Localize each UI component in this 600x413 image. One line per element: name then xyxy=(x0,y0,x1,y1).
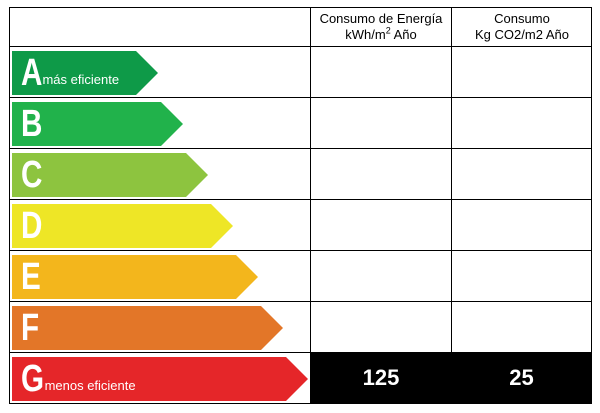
row-divider xyxy=(9,97,592,98)
header-energy: Consumo de Energía kWh/m2 Año xyxy=(311,8,451,46)
rating-label: menos eficiente xyxy=(44,377,136,393)
energy-value: 125 xyxy=(311,353,451,403)
rating-letter: E xyxy=(21,256,41,298)
row-divider xyxy=(9,148,592,149)
rating-letter: G xyxy=(21,358,45,400)
column-divider xyxy=(451,7,452,404)
row-divider xyxy=(9,250,592,251)
header-energy-unit: kWh/m2 Año xyxy=(345,25,417,42)
rating-arrow-c: C xyxy=(12,153,208,197)
rating-arrow-d: D xyxy=(12,204,233,248)
rating-letter: C xyxy=(21,154,43,196)
row-divider xyxy=(9,301,592,302)
rating-label: más eficiente xyxy=(42,71,120,87)
rating-arrow-e: E xyxy=(12,255,258,299)
row-divider xyxy=(9,46,592,47)
header-co2: Consumo Kg CO2/m2 Año xyxy=(452,8,592,46)
row-divider xyxy=(9,352,592,353)
co2-value: 25 xyxy=(452,353,591,403)
header-energy-line1: Consumo de Energía xyxy=(319,11,443,26)
rating-arrow-b: B xyxy=(12,102,183,146)
rating-letter: F xyxy=(21,307,40,349)
header-co2-unit: Kg CO2/m2 Año xyxy=(475,27,569,42)
row-divider xyxy=(9,199,592,200)
header-co2-line1: Consumo xyxy=(494,11,550,26)
rating-letter: A xyxy=(21,52,43,94)
rating-letter: D xyxy=(21,205,43,247)
certificate-table xyxy=(9,7,592,404)
rating-arrow-f: F xyxy=(12,306,283,350)
column-divider xyxy=(310,7,311,404)
rating-letter: B xyxy=(21,103,43,145)
